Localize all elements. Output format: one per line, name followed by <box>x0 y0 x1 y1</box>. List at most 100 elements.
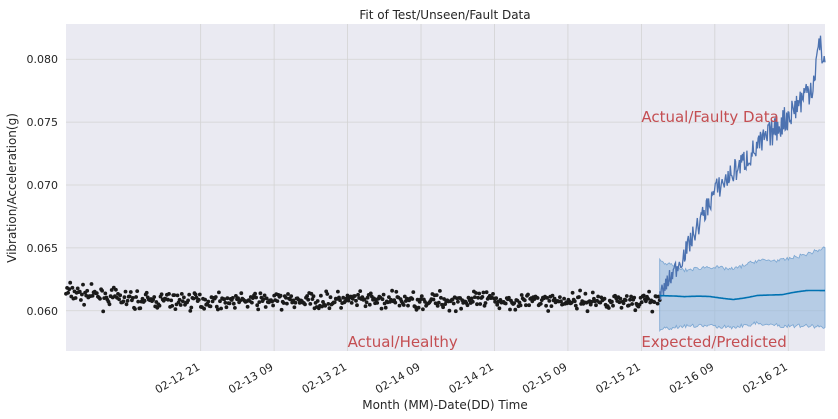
healthy-point <box>538 301 543 306</box>
healthy-point <box>379 306 384 311</box>
healthy-point <box>121 299 126 304</box>
healthy-point <box>356 292 360 297</box>
prediction-band <box>659 246 826 333</box>
healthy-point <box>85 288 90 293</box>
healthy-point <box>263 305 268 309</box>
healthy-point <box>144 290 149 295</box>
healthy-point <box>210 299 215 304</box>
healthy-point <box>103 291 108 296</box>
healthy-point <box>406 303 410 308</box>
healthy-point <box>230 296 235 300</box>
healthy-point <box>177 297 182 302</box>
healthy-point <box>508 307 512 312</box>
x-tick-label: 02-14 21 <box>447 360 496 396</box>
healthy-point <box>166 297 170 302</box>
annotation-label: Actual/Faulty Data <box>641 108 779 126</box>
healthy-point <box>507 295 511 300</box>
x-tick-label: 02-13 21 <box>300 360 349 396</box>
healthy-point <box>470 299 475 304</box>
healthy-point <box>256 307 261 312</box>
y-tick-label: 0.070 <box>27 179 59 192</box>
healthy-point <box>353 294 357 298</box>
healthy-point <box>217 290 221 295</box>
healthy-point <box>474 291 478 295</box>
healthy-point <box>493 299 497 304</box>
x-tick-label: 02-12 21 <box>153 360 202 396</box>
y-axis-label: Vibration/Acceleration(g) <box>5 113 19 263</box>
healthy-point <box>573 303 578 308</box>
healthy-point <box>66 290 70 295</box>
annotation-label: Actual/Healthy <box>348 333 458 351</box>
y-tick-label: 0.060 <box>27 305 59 318</box>
y-tick-label: 0.080 <box>27 53 59 66</box>
healthy-point <box>278 293 283 298</box>
healthy-point <box>630 302 634 306</box>
healthy-point <box>107 302 112 307</box>
healthy-point <box>569 300 574 305</box>
healthy-point <box>410 297 415 301</box>
healthy-point <box>70 285 75 290</box>
healthy-point <box>522 298 527 303</box>
healthy-point <box>319 293 323 298</box>
healthy-point <box>339 306 343 310</box>
healthy-point <box>519 293 524 297</box>
healthy-point <box>469 296 474 301</box>
healthy-point <box>621 301 626 306</box>
healthy-point <box>484 290 489 295</box>
healthy-point <box>438 289 442 293</box>
healthy-point <box>202 306 207 311</box>
healthy-point <box>271 303 275 308</box>
healthy-point <box>270 299 274 304</box>
x-tick-label: 02-15 09 <box>520 360 569 396</box>
healthy-point <box>118 293 123 298</box>
y-tick-label: 0.065 <box>27 242 59 255</box>
healthy-point <box>98 296 102 301</box>
healthy-point <box>169 298 174 303</box>
healthy-point <box>305 294 309 298</box>
healthy-point <box>518 303 523 308</box>
healthy-point <box>451 301 456 306</box>
healthy-point <box>173 307 178 311</box>
healthy-point <box>644 299 648 304</box>
healthy-point <box>315 299 320 303</box>
healthy-point <box>323 303 328 308</box>
healthy-point <box>431 297 436 302</box>
healthy-point <box>570 290 575 295</box>
healthy-point <box>308 302 313 306</box>
healthy-point <box>465 303 470 308</box>
healthy-point <box>208 304 213 309</box>
healthy-point <box>589 299 594 304</box>
healthy-point <box>572 299 577 304</box>
healthy-point <box>606 306 611 310</box>
healthy-point <box>81 282 85 287</box>
healthy-point <box>196 297 201 302</box>
healthy-point <box>367 302 372 307</box>
healthy-point <box>526 292 530 297</box>
healthy-point <box>90 293 95 298</box>
healthy-point <box>421 307 425 312</box>
healthy-point <box>332 300 337 305</box>
healthy-point <box>381 292 386 297</box>
healthy-point <box>75 286 80 291</box>
healthy-point <box>254 295 258 300</box>
healthy-point <box>362 297 367 302</box>
healthy-point <box>89 282 94 286</box>
healthy-point <box>262 293 267 298</box>
x-axis-label: Month (MM)-Date(DD) Time <box>362 398 528 412</box>
healthy-point <box>439 295 443 300</box>
healthy-point <box>187 292 192 297</box>
x-tick-label: 02-16 21 <box>740 360 789 396</box>
healthy-point <box>239 291 244 296</box>
healthy-point <box>219 306 224 311</box>
healthy-point <box>434 293 439 297</box>
healthy-point <box>67 287 72 292</box>
y-tick-label: 0.075 <box>27 116 59 129</box>
healthy-point <box>558 295 562 299</box>
healthy-point <box>419 294 424 298</box>
healthy-point <box>264 296 269 301</box>
healthy-point <box>191 296 196 301</box>
healthy-point <box>346 298 351 303</box>
healthy-point <box>646 296 650 301</box>
healthy-point <box>481 290 486 295</box>
healthy-point <box>328 295 333 300</box>
